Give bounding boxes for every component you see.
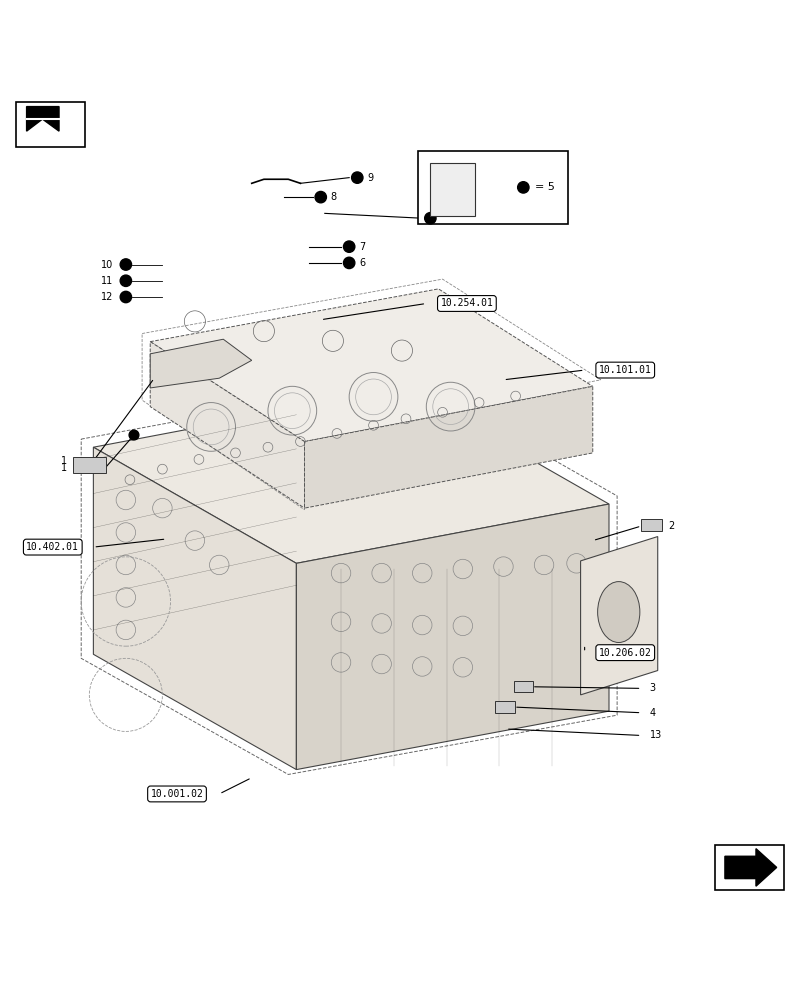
Bar: [513, 681, 533, 692]
Bar: [73, 457, 105, 473]
Circle shape: [315, 191, 326, 203]
Polygon shape: [580, 537, 657, 695]
Text: 10.402.01: 10.402.01: [26, 542, 79, 552]
Text: 11: 11: [101, 276, 114, 286]
Text: 10.254.01: 10.254.01: [440, 298, 493, 308]
Text: 3: 3: [649, 683, 655, 693]
Polygon shape: [150, 342, 304, 508]
Circle shape: [120, 291, 131, 303]
Text: 12: 12: [101, 292, 114, 302]
Bar: [641, 519, 661, 531]
Circle shape: [517, 182, 529, 193]
Text: 1: 1: [60, 456, 67, 466]
Text: 1: 1: [60, 463, 67, 473]
FancyBboxPatch shape: [418, 151, 568, 224]
Polygon shape: [724, 849, 775, 886]
Text: 2: 2: [667, 521, 674, 531]
Text: 10.001.02: 10.001.02: [150, 789, 204, 799]
Circle shape: [351, 172, 363, 183]
Text: 6: 6: [440, 213, 446, 223]
Polygon shape: [304, 386, 592, 508]
Text: KIT
KIT: KIT KIT: [455, 178, 470, 196]
FancyBboxPatch shape: [430, 163, 474, 216]
Circle shape: [120, 259, 131, 270]
Polygon shape: [27, 107, 59, 131]
Text: 10: 10: [101, 260, 114, 270]
FancyBboxPatch shape: [16, 102, 85, 147]
Text: 13: 13: [649, 730, 661, 740]
Polygon shape: [93, 388, 608, 563]
Circle shape: [424, 213, 436, 224]
Polygon shape: [150, 339, 251, 388]
Polygon shape: [93, 447, 296, 770]
Text: 8: 8: [330, 192, 337, 202]
Text: 7: 7: [358, 242, 365, 252]
Text: 10.101.01: 10.101.01: [598, 365, 651, 375]
Text: 10.206.02: 10.206.02: [598, 648, 651, 658]
Polygon shape: [296, 504, 608, 770]
Circle shape: [343, 257, 354, 269]
Text: 4: 4: [649, 708, 655, 718]
Circle shape: [343, 241, 354, 252]
Text: = 5: = 5: [534, 182, 555, 192]
Bar: [495, 701, 514, 713]
Circle shape: [129, 430, 139, 440]
Text: 9: 9: [367, 173, 373, 183]
Circle shape: [120, 275, 131, 286]
Polygon shape: [150, 289, 592, 442]
Text: 6: 6: [358, 258, 365, 268]
FancyBboxPatch shape: [714, 845, 783, 890]
Ellipse shape: [597, 582, 639, 643]
